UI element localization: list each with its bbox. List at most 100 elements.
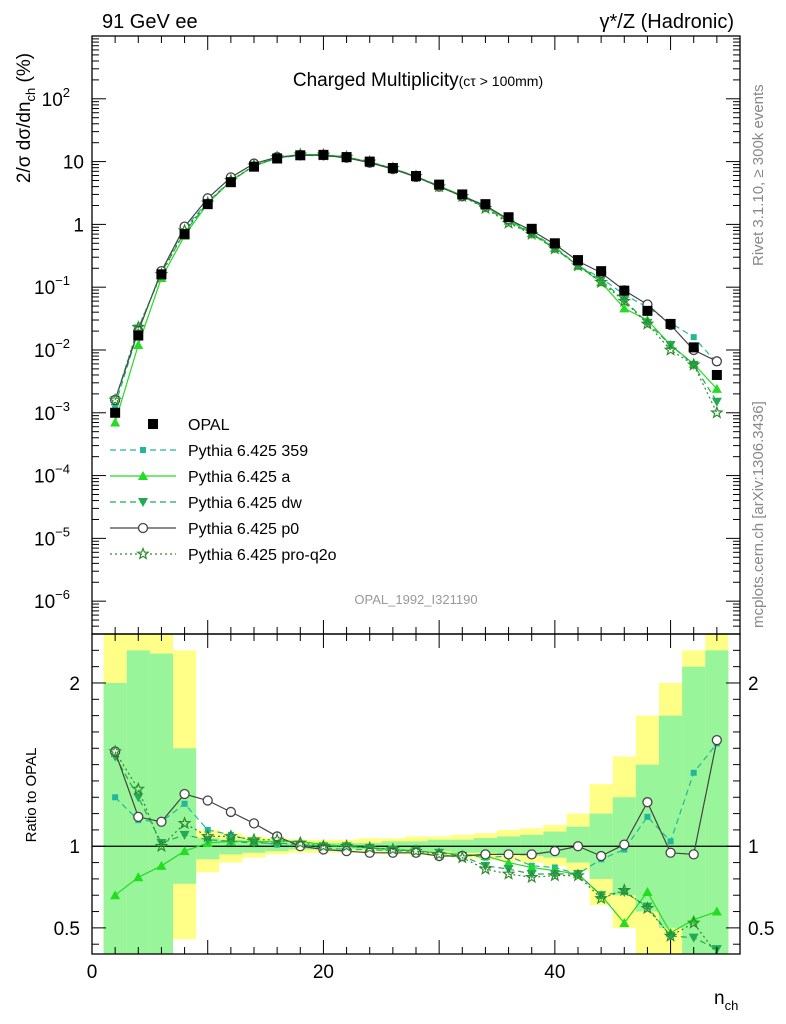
main-data-point [619,285,630,296]
y-tick-label: 10−2 [34,336,70,362]
ratio-xlabel: nch [714,988,738,1013]
ratio-data-point [571,868,585,882]
main-data-point [112,402,119,409]
ratio-data-point [617,883,632,897]
main-data-point [295,150,306,161]
ratio-data-point [690,769,697,776]
ratio-data-point [248,818,260,829]
ratio-data-point [503,849,514,860]
ratio-data-point [619,917,630,927]
legend-label: Pythia 6.425 a [188,469,290,486]
ratio-band-inner [635,764,659,912]
ratio-data-point [642,886,653,896]
ratio-data-point [686,915,701,929]
main-data-point [711,369,722,380]
ratio-data-point [131,781,146,796]
main-data-point [133,330,144,341]
ratio-data-point [688,933,699,943]
ratio-data-point [480,849,491,860]
ratio-data-point [572,841,584,852]
main-data-point [711,383,722,393]
ratio-data-point [663,928,678,942]
ratio-data-point [594,891,609,905]
main-data-point [249,161,259,172]
main-data-point [110,407,121,418]
legend-label: OPAL [188,417,230,434]
y-tick-label: 10−5 [34,524,70,550]
main-data-point [341,152,352,163]
ratio-data-point [573,870,583,879]
y-tick-label: 10−4 [34,462,70,488]
ratio-data-point [644,813,651,820]
main-data-point [364,156,375,167]
ratio-data-point [526,870,537,879]
ratio-data-point [154,838,169,853]
ratio-data-point [526,862,537,872]
main-data-point [108,392,123,406]
main-data-point [272,153,283,164]
side-label-bottom: mcplots.cern.ch [arXiv:1306.3436] [750,401,767,628]
ratio-band-inner [473,838,497,853]
main-data-point [434,179,445,190]
y-tick-label: 102 [42,85,70,111]
legend: OPAL Pythia 6.425 359 Pythia 6.425 a Pythia… [110,417,337,564]
ratio-y-tick-label: 2 [69,674,80,695]
header-right: γ*/Z (Hadronic) [600,11,734,33]
ratio-data-point [270,832,285,846]
ratio-data-point [642,797,653,808]
ratio-data-point [179,830,190,840]
chart-title: Charged Multiplicity(cτ > 100mm) [293,70,543,91]
ratio-ylabel: Ratio to OPAL [23,748,40,843]
ratio-band-inner [543,831,567,858]
main-data-point [596,276,607,286]
ratio-data-point [642,902,653,912]
main-data-point [179,229,190,240]
main-data-point [688,342,699,353]
main-data-point [711,397,722,407]
x-tick-label: 0 [87,962,98,983]
legend-marker [148,419,158,429]
ratio-series-4 [108,744,718,955]
ratio-data-point [455,850,470,864]
header-left: 91 GeV ee [102,11,198,33]
ratio-data-point [549,845,561,857]
main-data-point [573,255,583,266]
ratio-band-inner [427,839,451,852]
side-label-top: Rivet 3.1.10, ≥ 300k events [750,84,767,266]
y-tick-label: 10−6 [34,587,70,613]
main-data-point [133,340,144,350]
main-data-point [411,170,421,181]
main-data-point [202,199,213,210]
ratio-data-point [223,829,238,843]
axes-layer: 0 20 40 10−6 10−5 10−4 10−3 10−2 10−1 1 10 102 0.5 0.… [34,35,774,983]
x-tick-label: 40 [544,962,565,983]
y-tick-label: 10 [63,153,84,174]
ratio-band-inner [173,748,197,884]
ratio-data-point [596,891,607,901]
ratio-data-point [247,832,261,846]
ratio-data-point [503,857,514,867]
legend-item: Pythia 6.425 pro-q2o [110,546,337,564]
ratio-data-point [108,744,123,758]
ratio-data-point [688,849,699,860]
ratio-data-point [619,839,630,850]
legend-label: Pythia 6.425 p0 [188,521,299,538]
ratio-y-tick-label: 0.5 [54,919,80,940]
ratio-band-inner [682,666,706,954]
ratio-band-inner [149,653,173,954]
main-data-point [690,334,697,341]
ratio-data-point [526,849,537,860]
main-data-point [526,223,537,234]
legend-marker [136,546,150,560]
ratio-data-point [432,847,447,861]
main-data-point [110,417,121,427]
ratio-data-point [385,842,400,856]
main-data-point [387,163,398,174]
ratio-band-inner [659,715,683,928]
ratio-data-point [339,838,354,853]
ratio-data-point [200,829,215,843]
ratio-data-point [177,816,192,830]
main-data-point [594,274,609,289]
ratio-band-inner [196,838,220,860]
